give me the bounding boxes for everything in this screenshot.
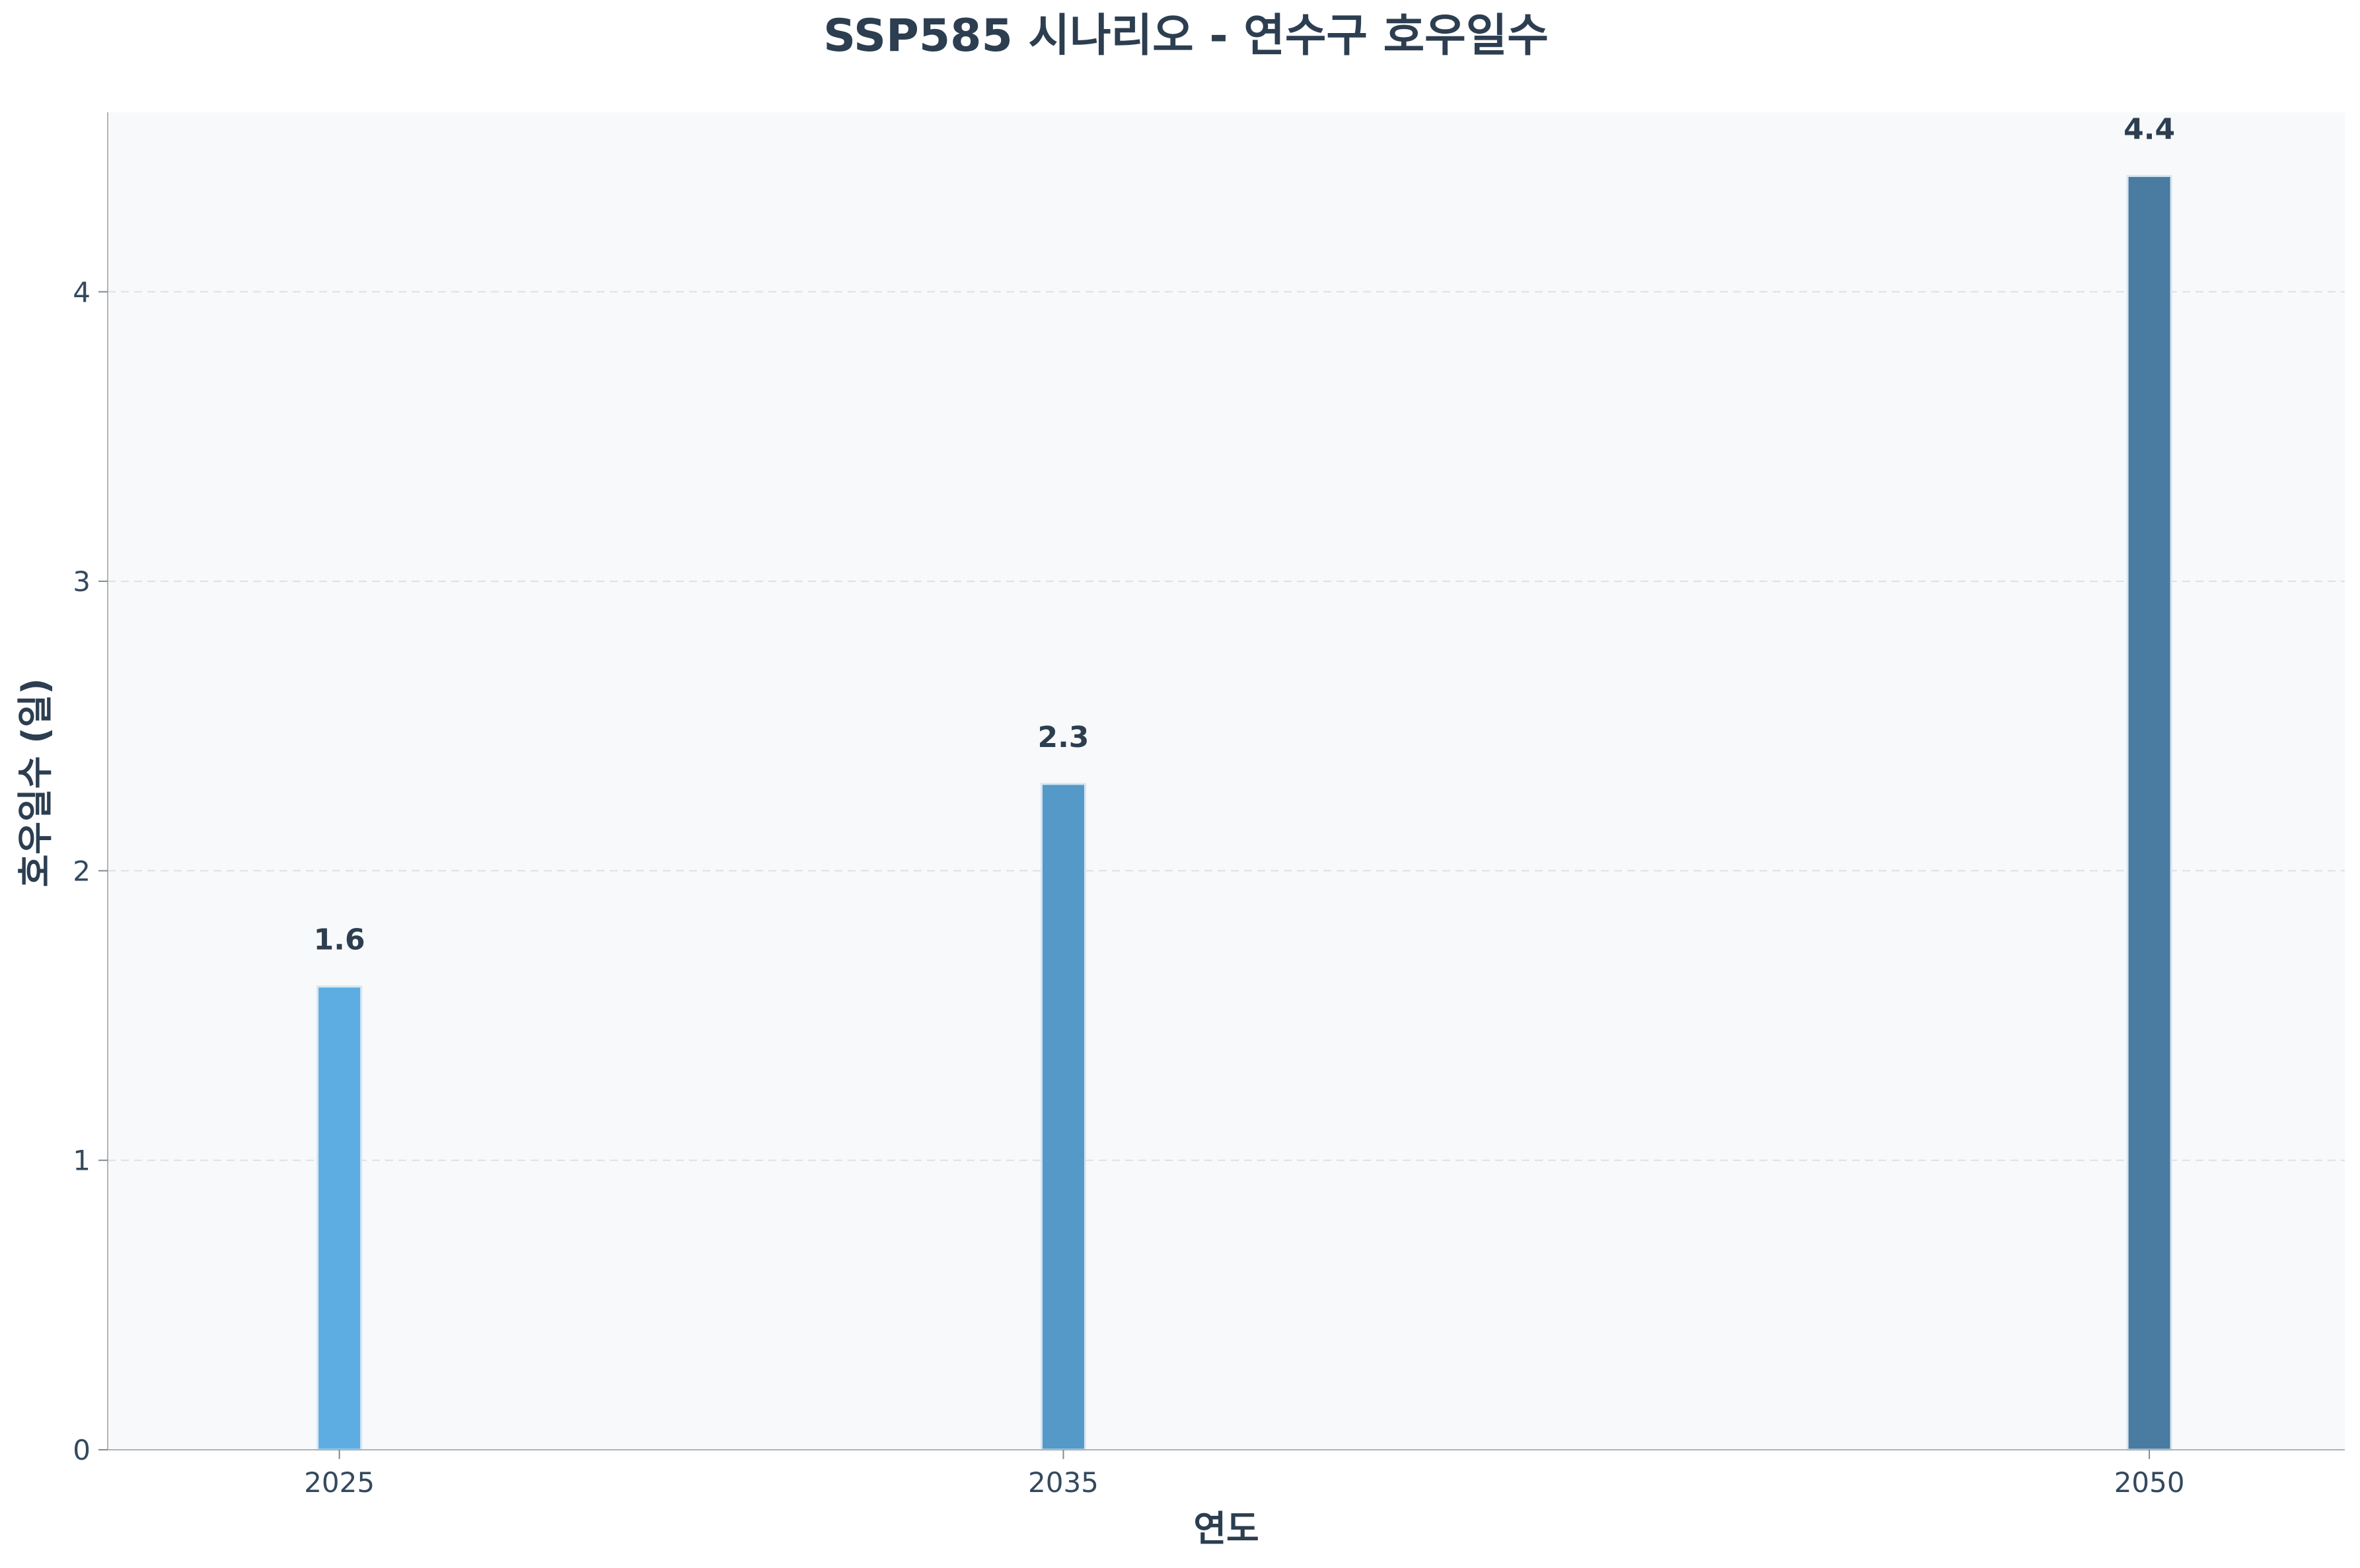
- chart-title: SSP585 시나리오 - 연수구 호우일수: [823, 10, 1549, 62]
- y-tick-label: 4: [73, 276, 91, 308]
- value-label-2025: 1.6: [314, 923, 365, 957]
- bar-2050: [2126, 174, 2172, 1451]
- bars: [316, 174, 2172, 1451]
- x-tick-label: 2050: [2114, 1466, 2185, 1499]
- y-tick-label: 1: [73, 1145, 91, 1177]
- bar-2035: [1040, 783, 1086, 1451]
- x-axis-title: 연도: [1193, 1508, 1259, 1550]
- y-tick-label: 2: [73, 855, 91, 887]
- x-tick-label: 2035: [1028, 1466, 1099, 1499]
- value-labels: 1.6 2.3 4.4: [314, 112, 2175, 956]
- plot-area: [108, 112, 2345, 1450]
- bar-2025: [316, 985, 363, 1451]
- value-label-2050: 4.4: [2123, 112, 2175, 146]
- grid-lines: [108, 291, 2345, 1161]
- value-label-2035: 2.3: [1037, 721, 1089, 754]
- y-tick-label: 3: [73, 565, 91, 598]
- x-tick-label: 2025: [304, 1466, 375, 1499]
- ticks: 0 1 2 3 4 2025 2035 2050: [73, 276, 2184, 1499]
- axes: [107, 112, 2345, 1450]
- y-tick-label: 0: [73, 1434, 91, 1466]
- y-axis-title: 호우일수 (일): [15, 678, 56, 888]
